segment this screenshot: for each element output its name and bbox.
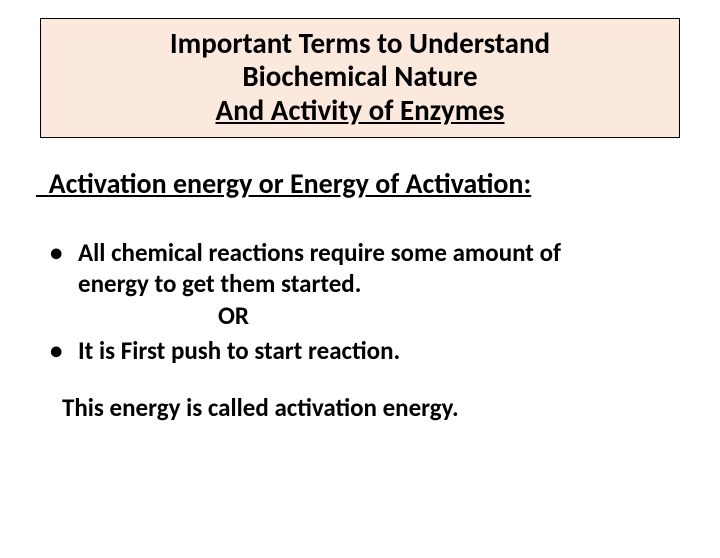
closing-statement: This energy is called activation energy. [62,392,720,423]
bullet-item-2: It is First push to start reaction. [50,335,720,366]
bullet-list: All chemical reactions require some amou… [50,237,720,366]
title-line-1: Important Terms to Understand [41,27,679,60]
title-line-3: And Activity of Enzymes [41,94,679,127]
subtitle-text: Activation energy or Energy of Activatio… [49,166,532,201]
title-box: Important Terms to Understand Biochemica… [40,18,680,138]
bullet-1-or: OR [78,300,720,331]
bullet-1-line-2: energy to get them started. [78,268,361,299]
section-subtitle: Activation energy or Energy of Activatio… [36,166,720,201]
bullet-item-1: All chemical reactions require some amou… [50,237,720,331]
bullet-2-line-1: It is First push to start reaction. [78,335,400,366]
bullet-1-line-1: All chemical reactions require some amou… [78,237,561,268]
title-line-2: Biochemical Nature [41,60,679,93]
